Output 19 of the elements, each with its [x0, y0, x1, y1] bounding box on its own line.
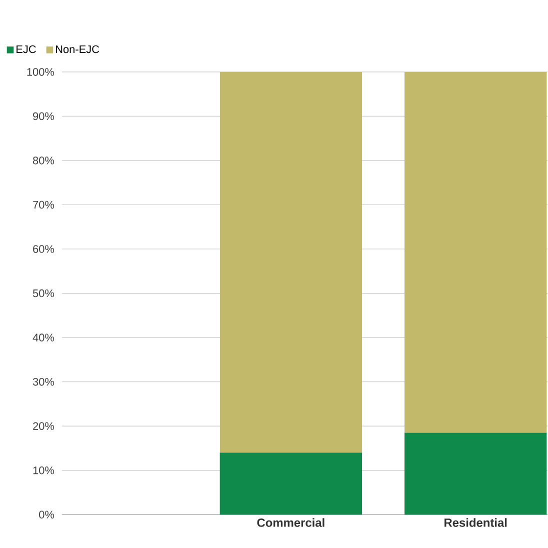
y-tick-label: 70% [33, 201, 54, 209]
legend-label: EJC [16, 46, 36, 54]
y-tick-label: 60% [33, 245, 54, 254]
y-tick-label: 30% [32, 378, 54, 386]
y-tick-label: 90% [33, 112, 54, 120]
bar [220, 452, 362, 515]
bar [220, 72, 362, 453]
x-tick-label: Residential [444, 518, 507, 528]
y-tick-label: 80% [32, 156, 54, 165]
y-tick-label: 50% [32, 290, 54, 298]
y-tick-label: 20% [33, 422, 54, 430]
y-tick-label: 40% [32, 334, 54, 342]
bar [404, 432, 547, 515]
bar [404, 72, 547, 433]
x-tick-label: Commercial [257, 518, 324, 528]
y-tick-label: 0% [39, 510, 54, 519]
y-tick-label: 100% [27, 68, 54, 76]
legend-label: Non-EJC [56, 46, 100, 54]
y-tick-label: 10% [33, 466, 54, 474]
